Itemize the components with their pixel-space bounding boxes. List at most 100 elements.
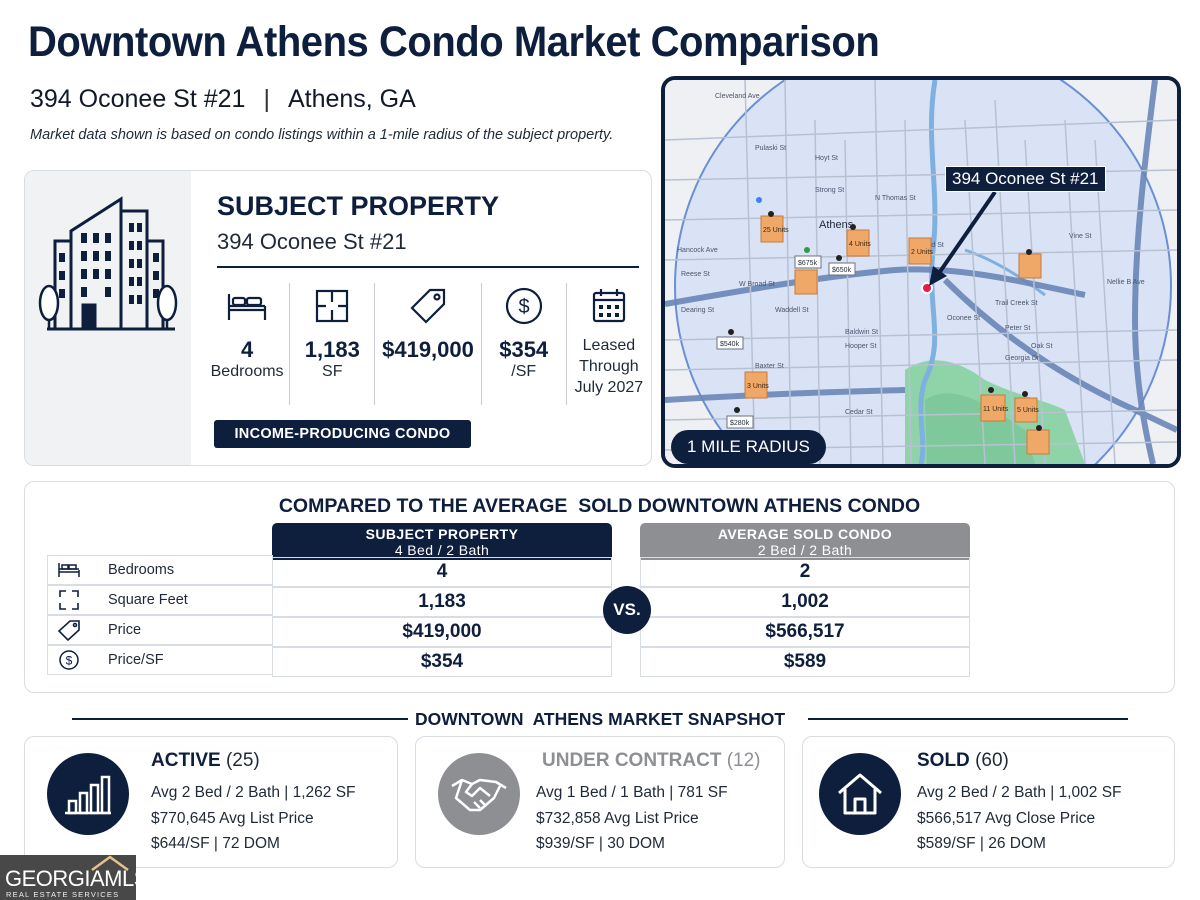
price-per-sf-label: /SF xyxy=(511,363,537,380)
data-note: Market data shown is based on condo list… xyxy=(30,127,614,143)
map-street-label: Reese St xyxy=(681,271,710,278)
city: Athens, GA xyxy=(287,85,416,113)
sold-line-3: $589/SF | 26 DOM xyxy=(917,835,1046,852)
income-producing-badge: INCOME-PRODUCING CONDO xyxy=(214,420,471,448)
radius-label: 1 MILE RADIUS xyxy=(671,430,826,464)
map-price-marker: $650k xyxy=(832,267,852,274)
comparison-panel: COMPARED TO THE AVERAGE SOLD DOWNTOWN AT… xyxy=(24,481,1175,693)
map-street-label: Strong St xyxy=(815,187,844,194)
svg-text:$: $ xyxy=(66,654,73,668)
address-line: 394 Oconee St #21 | Athens, GA xyxy=(30,85,416,113)
map-street-label: Waddell St xyxy=(775,307,809,314)
map-street-label: Trail Creek St xyxy=(995,300,1038,307)
page-title: Downtown Athens Condo Market Comparison xyxy=(28,18,880,66)
floorplan-icon xyxy=(314,283,350,329)
subject-address: 394 Oconee St #21 xyxy=(217,229,407,254)
snapshot-card-under-contract: UNDER CONTRACT (12) Avg 1 Bed / 1 Bath |… xyxy=(415,736,785,868)
subject-column-header: SUBJECT PROPERTY 4 Bed / 2 Bath xyxy=(272,523,612,560)
active-line-3: $644/SF | 72 DOM xyxy=(151,835,280,852)
average-column-header: AVERAGE SOLD CONDO 2 Bed / 2 Bath xyxy=(640,523,970,560)
map-street-label: Baldwin St xyxy=(845,329,878,336)
snapshot-rule-left xyxy=(72,718,408,720)
under-contract-count: (12) xyxy=(726,750,761,771)
average-price: $566,517 xyxy=(640,617,970,647)
map-street-label: Georgia Dr xyxy=(1005,355,1040,362)
neighborhood-map: Cleveland Ave W Broad St Baxter St Oak S… xyxy=(661,76,1181,468)
map-street-label: N Thomas St xyxy=(875,195,916,202)
map-price-marker: $540k xyxy=(720,341,740,348)
logo-text: GEORGIAMLS xyxy=(5,866,148,891)
map-unit-marker: 25 Units xyxy=(763,227,789,234)
map-street-label: Oak St xyxy=(1031,343,1052,350)
map-unit-marker: 5 Units xyxy=(1017,407,1039,414)
lease-line-2: Through xyxy=(579,358,639,375)
snapshot-title: DOWNTOWN ATHENS MARKET SNAPSHOT xyxy=(414,709,786,729)
row-label-price-per-sf: $ Price/SF xyxy=(47,645,273,675)
map-price-marker: $280k xyxy=(730,420,750,427)
row-label-text: Price xyxy=(108,622,142,638)
active-line-1: Avg 2 Bed / 2 Bath | 1,262 SF xyxy=(151,784,356,801)
sold-line-1: Avg 2 Bed / 2 Bath | 1,002 SF xyxy=(917,784,1122,801)
under-contract-line-2: $732,858 Avg List Price xyxy=(536,810,699,827)
house-icon xyxy=(819,753,901,835)
under-contract-status: UNDER CONTRACT xyxy=(542,750,722,771)
map-street-label: Vine St xyxy=(1069,233,1091,240)
average-price-per-sf: $589 xyxy=(640,647,970,677)
stat-price: $419,000 xyxy=(375,283,482,405)
map-street-label: Hancock Ave xyxy=(677,247,718,254)
square-feet-label: SF xyxy=(322,363,343,380)
handshake-icon xyxy=(438,753,520,835)
calendar-icon xyxy=(591,283,627,329)
square-feet-value: 1,183 xyxy=(304,337,360,362)
svg-text:$: $ xyxy=(518,296,529,318)
logo-tagline: REAL ESTATE SERVICES xyxy=(6,890,120,899)
map-price-marker: $675k xyxy=(798,260,818,267)
map-place-label: Athens xyxy=(819,219,854,231)
average-column-subtitle: 2 Bed / 2 Bath xyxy=(757,542,853,558)
active-count: (25) xyxy=(225,750,260,771)
map-street-label: Oconee St xyxy=(947,315,980,322)
map-street-label: W Broad St xyxy=(739,281,775,288)
snapshot-card-active: ACTIVE (25) Avg 2 Bed / 2 Bath | 1,262 S… xyxy=(24,736,398,868)
subject-column-subtitle: 4 Bed / 2 Bath xyxy=(394,542,490,558)
subject-square-feet: 1,183 xyxy=(272,587,612,617)
map-street-label: Hoyt St xyxy=(815,155,838,162)
price-per-sf-value: $354 xyxy=(499,337,549,362)
snapshot-rule-right xyxy=(808,718,1128,720)
dollar-circle-icon: $ xyxy=(48,649,90,671)
bed-icon xyxy=(48,561,90,579)
map-graphic: Cleveland Ave W Broad St Baxter St Oak S… xyxy=(665,80,1177,464)
average-bedrooms: 2 xyxy=(640,557,970,587)
map-street-label: Peter St xyxy=(1005,325,1030,332)
active-line-2: $770,645 Avg List Price xyxy=(151,810,314,827)
under-contract-line-1: Avg 1 Bed / 1 Bath | 781 SF xyxy=(536,784,728,801)
divider xyxy=(217,266,639,268)
subject-property-card: SUBJECT PROPERTY 394 Oconee St #21 4 Bed… xyxy=(24,170,652,466)
sold-line-2: $566,517 Avg Close Price xyxy=(917,810,1096,827)
stat-lease: Leased Through July 2027 xyxy=(567,283,651,405)
sold-status: SOLD xyxy=(917,750,970,771)
address: 394 Oconee St #21 xyxy=(30,85,246,113)
subject-location-callout: 394 Oconee St #21 xyxy=(945,166,1106,192)
lease-text: Leased Through July 2027 xyxy=(575,335,644,398)
snapshot-card-sold: SOLD (60) Avg 2 Bed / 2 Bath | 1,002 SF … xyxy=(802,736,1175,868)
building-icon xyxy=(38,196,178,331)
bedrooms-label: Bedrooms xyxy=(210,363,284,380)
average-square-feet: 1,002 xyxy=(640,587,970,617)
subject-heading: SUBJECT PROPERTY xyxy=(217,191,500,221)
bedrooms-value: 4 xyxy=(240,337,254,362)
active-heading: ACTIVE (25) xyxy=(151,750,260,772)
bar-chart-icon xyxy=(47,753,129,835)
subject-price-per-sf: $354 xyxy=(272,647,612,677)
price-value: $419,000 xyxy=(382,337,474,362)
stat-price-per-sf: $ $354 /SF xyxy=(482,283,567,405)
subject-bedrooms: 4 xyxy=(272,557,612,587)
vs-badge: VS. xyxy=(603,586,651,634)
map-street-label: Cleveland Ave xyxy=(715,93,760,100)
map-unit-marker: 2 Units xyxy=(911,249,933,256)
stat-bedrooms: 4 Bedrooms xyxy=(205,283,291,405)
map-street-label: Dearing St xyxy=(681,307,714,314)
price-tag-icon xyxy=(48,619,90,641)
under-contract-line-3: $939/SF | 30 DOM xyxy=(536,835,665,852)
map-street-label: Hooper St xyxy=(845,343,877,350)
